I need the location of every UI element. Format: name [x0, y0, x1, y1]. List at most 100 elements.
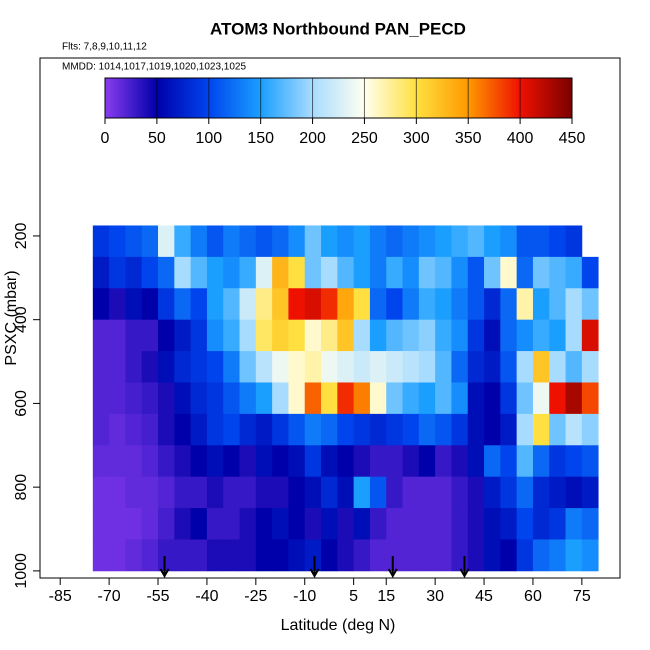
heatmap-cell — [500, 413, 518, 446]
colorbar-tick-label: 150 — [247, 130, 274, 147]
heatmap-cell — [467, 288, 485, 321]
heatmap-cell — [369, 445, 387, 478]
x-tick-label: -55 — [146, 588, 169, 605]
heatmap-cell — [484, 413, 501, 446]
heatmap-cell — [565, 413, 583, 446]
heatmap-cell — [321, 351, 338, 383]
heatmap-cell — [158, 445, 175, 478]
heatmap-cell — [484, 319, 501, 352]
heatmap-cell — [223, 288, 240, 321]
heatmap-cell — [516, 256, 534, 289]
heatmap-cell — [516, 413, 534, 446]
heatmap-cell — [386, 413, 403, 446]
heatmap-cell — [386, 476, 403, 509]
heatmap-cell — [467, 351, 485, 383]
heatmap-cell — [451, 319, 469, 352]
heatmap-cell — [125, 225, 143, 258]
heatmap-cell — [500, 539, 518, 572]
heatmap-cell — [418, 413, 436, 446]
heatmap-cell — [337, 508, 355, 540]
heatmap-cell — [206, 225, 224, 258]
heatmap-cell — [92, 319, 110, 352]
heatmap-cell — [304, 508, 322, 540]
heatmap-cell — [304, 256, 322, 289]
chart-subtitle: Flts: 7,8,9,10,11,12 — [62, 42, 147, 53]
heatmap-cell — [435, 382, 452, 415]
flight-marker — [159, 556, 170, 579]
heatmap-cell — [141, 256, 159, 289]
colorbar-tick-label: 100 — [195, 130, 222, 147]
heatmap-cell — [532, 476, 550, 509]
heatmap-cell — [402, 256, 420, 289]
heatmap-cell — [92, 539, 110, 572]
heatmap-cell — [402, 476, 420, 509]
heatmap-cell — [549, 445, 566, 478]
heatmap-cell — [158, 256, 175, 289]
heatmap-cell — [484, 256, 501, 289]
plot-frame — [39, 57, 621, 579]
heatmap-cell — [158, 382, 175, 415]
heatmap-cell — [353, 382, 371, 415]
heatmap-cell — [353, 445, 371, 478]
heatmap-cell — [255, 413, 273, 446]
heatmap-cell — [386, 445, 403, 478]
heatmap-cell — [158, 351, 175, 383]
x-tick-label: -85 — [49, 588, 72, 605]
heatmap-cell — [223, 539, 240, 572]
heatmap-cell — [418, 351, 436, 383]
heatmap-cell — [288, 288, 306, 321]
heatmap-cell — [158, 319, 175, 352]
heatmap-cell — [206, 319, 224, 352]
heatmap-cell — [402, 445, 420, 478]
heatmap-cell — [500, 382, 518, 415]
colorbar-tick-label: 450 — [559, 130, 586, 147]
heatmap-cell — [239, 225, 257, 258]
heatmap-cell — [92, 256, 110, 289]
heatmap-cell — [174, 508, 192, 540]
heatmap-cell — [206, 351, 224, 383]
heatmap-cell — [255, 476, 273, 509]
heatmap-cell — [467, 256, 485, 289]
heatmap-cell — [467, 225, 485, 258]
heatmap-cell — [190, 288, 208, 321]
heatmap-cell — [451, 508, 469, 540]
heatmap-cell — [288, 225, 306, 258]
heatmap-cell — [125, 508, 143, 540]
heatmap-cell — [532, 382, 550, 415]
colorbar-tick-label: 250 — [351, 130, 378, 147]
heatmap-cell — [435, 256, 452, 289]
heatmap-cell — [549, 225, 566, 258]
x-tick-label: -25 — [244, 588, 267, 605]
heatmap-cell — [141, 508, 159, 540]
heatmap-cell — [190, 382, 208, 415]
heatmap-cell — [581, 382, 599, 415]
heatmap-cell — [549, 288, 566, 321]
heatmap-cell — [158, 539, 175, 572]
heatmap-cell — [206, 476, 224, 509]
heatmap-cell — [92, 288, 110, 321]
heatmap-cell — [125, 256, 143, 289]
heatmap-cell — [239, 413, 257, 446]
heatmap-cell — [435, 508, 452, 540]
heatmap-cell — [451, 476, 469, 509]
heatmap-cell — [337, 539, 355, 572]
heatmap-cell — [109, 288, 126, 321]
heatmap-cell — [386, 319, 403, 352]
heatmap-cell — [402, 351, 420, 383]
heatmap-cell — [109, 445, 126, 478]
heatmap-cell — [369, 413, 387, 446]
heatmap-cell — [92, 225, 110, 258]
x-tick-label: 60 — [524, 588, 542, 605]
y-tick-label: 400 — [13, 306, 30, 333]
heatmap-cell — [223, 319, 240, 352]
heatmap-cell — [565, 225, 583, 258]
heatmap-cell — [386, 288, 403, 321]
x-axis-label: Latitude (deg N) — [281, 617, 396, 634]
heatmap-cell — [532, 508, 550, 540]
heatmap-cell — [288, 319, 306, 352]
heatmap-cell — [158, 225, 175, 258]
heatmap-cell — [272, 413, 289, 446]
heatmap-cell — [288, 382, 306, 415]
y-tick-label: 800 — [13, 474, 30, 501]
heatmap-cell — [565, 382, 583, 415]
